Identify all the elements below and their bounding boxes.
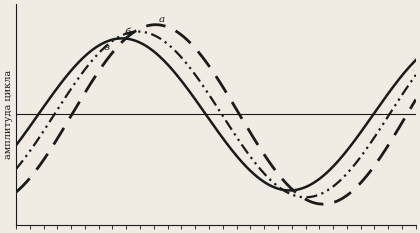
Text: а: а xyxy=(158,15,165,24)
Text: в: в xyxy=(103,43,110,52)
Y-axis label: амплитуда цикла: амплитуда цикла xyxy=(4,70,13,159)
Text: б: б xyxy=(125,28,131,37)
